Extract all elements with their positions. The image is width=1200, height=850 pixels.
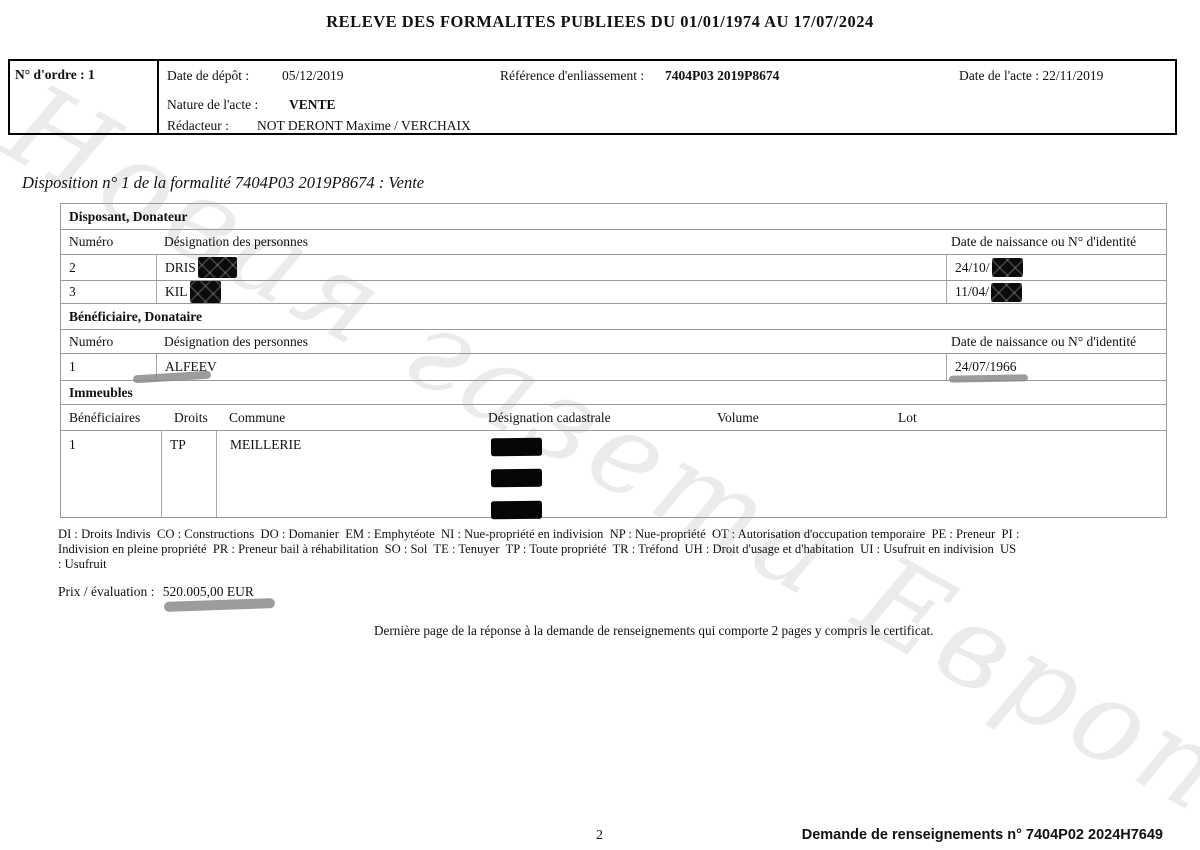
col-droits: Droits bbox=[174, 409, 208, 425]
col-volume: Volume bbox=[717, 409, 759, 425]
redacteur-value: NOT DERONT Maxime / VERCHAIX bbox=[257, 118, 471, 133]
page-title: RELEVE DES FORMALITES PUBLIEES DU 01/01/… bbox=[326, 12, 874, 31]
cell-commune: MEILLERIE bbox=[216, 431, 1166, 517]
col-cadastrale: Désignation cadastrale bbox=[488, 409, 611, 425]
cell-naissance: 24/10/ bbox=[946, 255, 1166, 280]
person-name: KIL bbox=[165, 284, 188, 299]
table-row: 2 DRIS 24/10/ bbox=[61, 255, 1166, 281]
redacteur-label: Rédacteur : bbox=[167, 118, 229, 133]
acte-nature-value: VENTE bbox=[289, 97, 336, 112]
cell-numero: 2 bbox=[69, 259, 76, 275]
cell-designation: DRIS bbox=[156, 255, 946, 280]
header-box: N° d'ordre : 1 Date de dépôt : 05/12/201… bbox=[8, 59, 1177, 135]
cell-droits: TP bbox=[161, 431, 216, 517]
redaction-box bbox=[991, 282, 1023, 302]
redaction-box bbox=[991, 258, 1023, 277]
col-designation: Désignation des personnes bbox=[164, 234, 308, 249]
redaction-bar bbox=[490, 468, 543, 488]
cell-designation: ALFEEV bbox=[156, 354, 946, 380]
enliassement-ref-value: 7404P03 2019P8674 bbox=[665, 68, 780, 83]
last-page-note: Dernière page de la réponse à la demande… bbox=[374, 623, 934, 638]
section-title-immeubles: Immeubles bbox=[61, 381, 1166, 405]
col-designation: Désignation des personnes bbox=[164, 333, 308, 349]
header-box-divider bbox=[157, 61, 159, 133]
table-row: 1 TP MEILLERIE bbox=[61, 431, 1166, 520]
prix-label: Prix / évaluation : bbox=[58, 584, 155, 599]
depot-date-value: 05/12/2019 bbox=[282, 68, 344, 83]
formalite-table: Disposant, Donateur Numéro Désignation d… bbox=[60, 203, 1167, 520]
order-number: N° d'ordre : 1 bbox=[15, 67, 95, 82]
document-reference: Demande de renseignements n° 7404P02 202… bbox=[801, 827, 1163, 843]
col-numero: Numéro bbox=[69, 333, 114, 349]
disposant-header-row: Numéro Désignation des personnes Date de… bbox=[61, 230, 1166, 255]
col-commune: Commune bbox=[229, 409, 286, 425]
redaction-box bbox=[197, 257, 237, 278]
redaction-bar bbox=[490, 500, 543, 520]
immeubles-header-row: Bénéficiaires Droits Commune Désignation… bbox=[61, 405, 1166, 431]
acte-nature-label: Nature de l'acte : bbox=[167, 97, 259, 112]
col-numero: Numéro bbox=[69, 234, 114, 249]
beneficiaire-header-row: Numéro Désignation des personnes Date de… bbox=[61, 330, 1166, 354]
redaction-bar bbox=[490, 437, 543, 457]
prix-evaluation: Prix / évaluation : 520.005,00 EUR bbox=[58, 584, 254, 600]
prix-value: 520.005,00 EUR bbox=[162, 584, 254, 599]
cell-numero: 1 bbox=[69, 359, 76, 374]
table-row: 3 KIL 11/04/ bbox=[61, 281, 1166, 304]
section-title-beneficiaire: Bénéficiaire, Donataire bbox=[61, 304, 1166, 330]
acte-date: Date de l'acte : 22/11/2019 bbox=[959, 68, 1104, 83]
col-naissance: Date de naissance ou N° d'identité bbox=[951, 234, 1137, 249]
col-naissance: Date de naissance ou N° d'identité bbox=[951, 333, 1137, 349]
birth-date: 24/07/1966 bbox=[955, 359, 1017, 374]
cell-numero: 3 bbox=[69, 284, 76, 299]
depot-date-label: Date de dépôt : bbox=[167, 68, 250, 83]
col-lot: Lot bbox=[898, 409, 917, 425]
col-beneficiaires: Bénéficiaires bbox=[69, 409, 141, 425]
cell-naissance: 24/07/1966 bbox=[946, 354, 1166, 380]
cell-naissance: 11/04/ bbox=[946, 281, 1166, 303]
marker-underline-prix bbox=[163, 598, 276, 612]
birth-date: 11/04/ bbox=[955, 284, 990, 299]
person-name: DRIS bbox=[165, 259, 196, 275]
cell-designation: KIL bbox=[156, 281, 946, 303]
person-name: ALFEEV bbox=[165, 359, 217, 374]
table-row: 1 ALFEEV 24/07/1966 bbox=[61, 354, 1166, 381]
cell-beneficiaires: 1 bbox=[69, 437, 76, 452]
enliassement-ref-label: Référence d'enliassement : bbox=[500, 68, 645, 83]
page-number: 2 bbox=[596, 828, 603, 843]
disposition-heading: Disposition n° 1 de la formalité 7404P03… bbox=[22, 173, 425, 192]
birth-date: 24/10/ bbox=[955, 259, 990, 275]
marker-underline-birthdate bbox=[948, 374, 1029, 383]
redaction-box bbox=[189, 281, 221, 303]
droits-legend: DI : Droits Indivis CO : Constructions D… bbox=[58, 527, 1020, 571]
section-title-disposant: Disposant, Donateur bbox=[61, 204, 1166, 230]
